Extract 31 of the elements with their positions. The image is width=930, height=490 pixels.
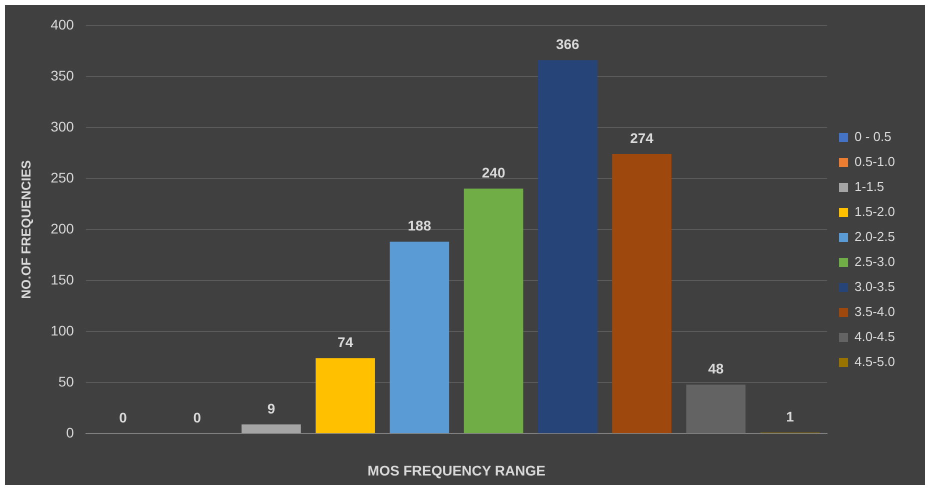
y-axis-title: NO.OF FREQUENCIES [18, 160, 34, 299]
legend-label: 2.0-2.5 [854, 229, 896, 244]
legend-label: 1-1.5 [854, 179, 884, 194]
y-tick-label: 350 [50, 67, 74, 84]
legend-label: 0 - 0.5 [854, 129, 892, 144]
y-tick-label: 50 [58, 373, 74, 390]
y-tick-label: 400 [50, 16, 74, 32]
x-axis-title: MOS FREQUENCY RANGE [368, 462, 546, 478]
y-tick-label: 250 [50, 169, 74, 186]
legend-label: 0.5-1.0 [854, 154, 896, 170]
legend-label: 2.5-3.0 [854, 254, 896, 270]
data-label: 74 [338, 334, 354, 350]
legend-label: 1.5-2.0 [854, 204, 896, 220]
data-label: 240 [482, 164, 506, 181]
legend-label: 4.5-5.0 [854, 354, 896, 370]
data-label: 0 [193, 409, 202, 426]
y-tick-label: 100 [50, 322, 74, 338]
data-label: 1 [786, 408, 794, 424]
legend-label: 3.5-4.0 [854, 304, 896, 320]
legend-label: 3.0-3.5 [854, 279, 896, 294]
data-label: 0 [119, 409, 128, 426]
data-label: 274 [630, 130, 654, 146]
y-tick-label: 300 [50, 118, 74, 134]
legend-label: 4.0-4.5 [854, 329, 896, 344]
y-tick-label: 200 [50, 220, 74, 236]
y-tick-label: 150 [50, 271, 74, 288]
data-label: 366 [556, 36, 580, 52]
data-label: 48 [708, 360, 724, 376]
data-label: 9 [267, 400, 276, 416]
y-tick-label: 0 [66, 424, 74, 440]
data-label: 188 [408, 218, 432, 234]
